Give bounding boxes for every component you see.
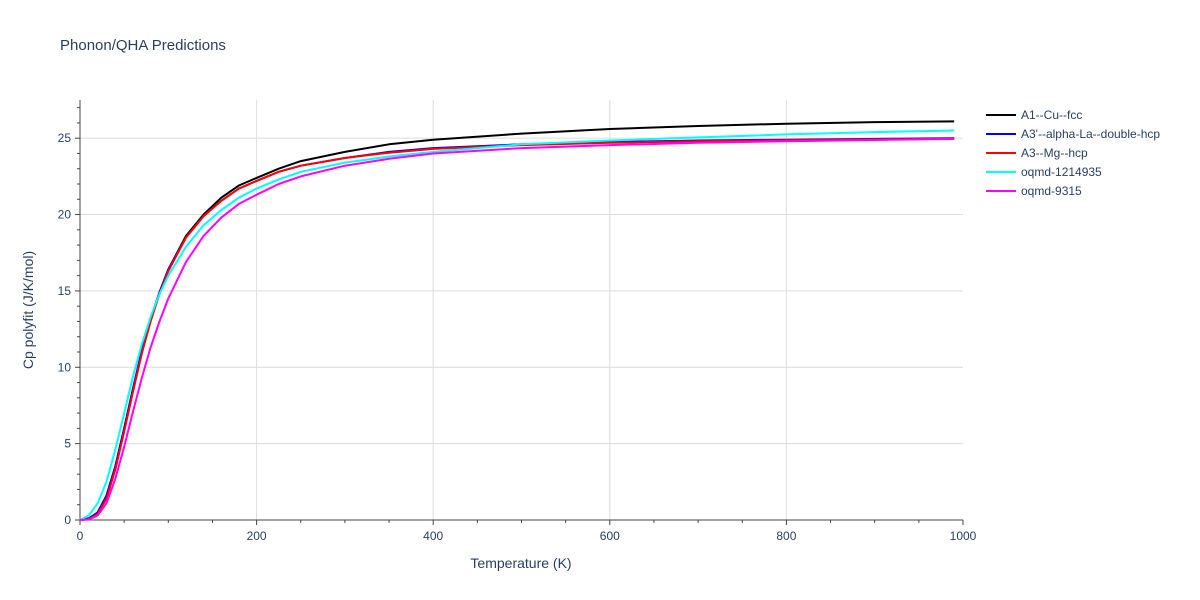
- x-tick-label: 800: [776, 529, 796, 543]
- legend-label: A1--Cu--fcc: [1021, 108, 1082, 122]
- legend-item[interactable]: oqmd-9315: [986, 184, 1082, 198]
- chart-title: Phonon/QHA Predictions: [60, 37, 226, 54]
- series-line-2: [79, 137, 955, 521]
- legend-item[interactable]: A3'--alpha-La--double-hcp: [986, 127, 1160, 141]
- y-tick-label: 20: [58, 208, 72, 222]
- grid: [80, 100, 963, 520]
- plot-area: [79, 120, 955, 521]
- x-tick-label: 200: [247, 529, 267, 543]
- x-tick-label: 400: [423, 529, 443, 543]
- x-tick-label: 1000: [950, 529, 977, 543]
- y-tick-label: 15: [58, 284, 72, 298]
- axes: 0 200 400 600 800 1000 0 5 10 15 20 25: [58, 100, 977, 543]
- legend-label: oqmd-1214935: [1021, 165, 1102, 179]
- y-tick-label: 5: [64, 437, 71, 451]
- legend-item[interactable]: A1--Cu--fcc: [986, 108, 1082, 122]
- series-line-3: [79, 129, 955, 521]
- legend-item[interactable]: oqmd-1214935: [986, 165, 1102, 179]
- legend[interactable]: A1--Cu--fcc A3'--alpha-La--double-hcp A3--…: [986, 108, 1160, 198]
- series-line-1: [79, 137, 955, 521]
- series-line-0: [79, 120, 955, 521]
- y-tick-label: 10: [58, 360, 72, 374]
- legend-label: oqmd-9315: [1021, 184, 1082, 198]
- x-tick-label: 0: [77, 529, 84, 543]
- series-line-4: [79, 137, 955, 521]
- legend-label: A3'--alpha-La--double-hcp: [1021, 127, 1160, 141]
- x-axis-title: Temperature (K): [470, 555, 571, 571]
- y-tick-label: 25: [58, 131, 72, 145]
- x-tick-label: 600: [600, 529, 620, 543]
- y-axis-title: Cp polyfit (J/K/mol): [20, 251, 36, 369]
- y-tick-label: 0: [64, 513, 71, 527]
- legend-label: A3--Mg--hcp: [1021, 146, 1088, 160]
- legend-item[interactable]: A3--Mg--hcp: [986, 146, 1088, 160]
